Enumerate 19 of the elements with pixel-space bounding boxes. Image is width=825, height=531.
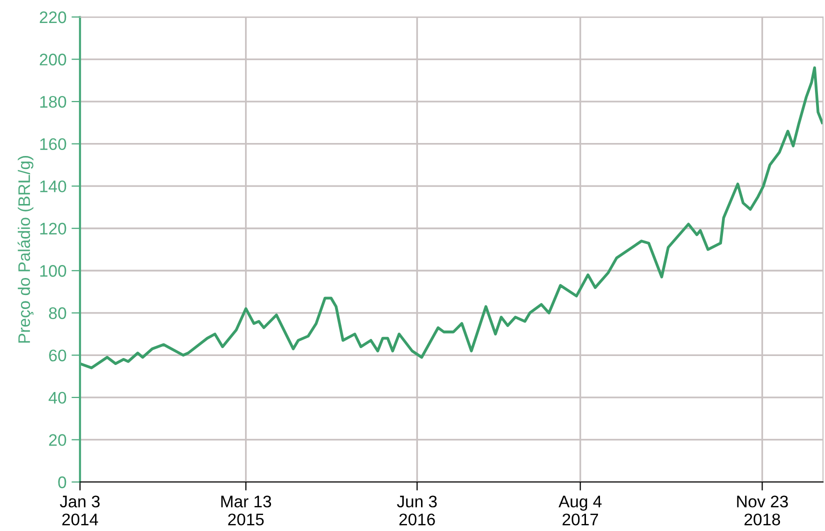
y-tick-label: 0 xyxy=(58,476,66,488)
y-tick-label: 140 xyxy=(40,180,66,192)
y-tick-label: 180 xyxy=(40,96,66,108)
y-tick-label: 60 xyxy=(49,350,66,362)
y-tick-label: 40 xyxy=(48,392,66,404)
y-tick-label: 200 xyxy=(40,54,66,66)
y-tick-label: 220 xyxy=(40,11,66,24)
x-tick-label: Aug 4 2017 xyxy=(558,496,602,526)
y-tick-label: 160 xyxy=(40,138,66,150)
y-axis-title: Preço do Paládio (BRL/g) xyxy=(18,156,34,343)
y-tick-label: 120 xyxy=(40,222,66,235)
y-tick-label: 100 xyxy=(40,265,66,277)
x-tick-label: Mar 13 2015 xyxy=(221,496,272,526)
x-tick-label: Nov 23 2018 xyxy=(737,496,788,526)
y-tick-label: 80 xyxy=(48,307,66,320)
x-tick-label: Jun 3 2016 xyxy=(396,496,437,526)
y-tick-label: 20 xyxy=(49,434,66,446)
x-tick-label: Jan 3 2014 xyxy=(60,496,100,526)
line-series xyxy=(80,66,823,370)
